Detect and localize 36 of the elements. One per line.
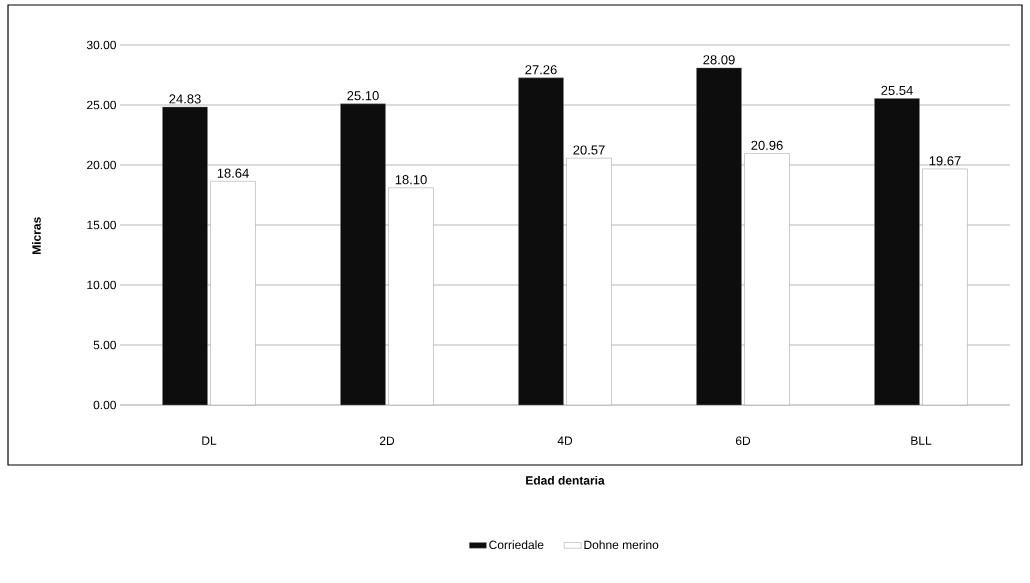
bar — [518, 77, 564, 406]
bar — [162, 106, 208, 406]
data-label: 24.83 — [169, 94, 201, 104]
data-label: 25.54 — [881, 85, 913, 95]
x-tick-label: 6D — [735, 436, 751, 446]
bar — [696, 67, 742, 406]
y-tick-label: 20.00 — [87, 160, 117, 170]
data-label: 18.64 — [217, 168, 249, 178]
data-label: 19.67 — [929, 156, 961, 166]
bar — [874, 98, 920, 406]
y-tick-label: 5.00 — [93, 340, 117, 350]
bar — [210, 181, 256, 406]
x-tick-label: BLL — [911, 436, 932, 445]
y-tick-label: 30.00 — [86, 40, 117, 50]
y-tick-label: 15.00 — [87, 220, 117, 230]
legend-label: Corriedale — [489, 540, 544, 550]
legend-label: Dohne merino — [584, 540, 659, 550]
bar — [388, 187, 434, 406]
x-tick-label: DL — [202, 436, 217, 445]
y-tick-label: 25.00 — [87, 100, 117, 110]
y-axis-title: Micras — [32, 217, 41, 254]
x-axis-title: Edad dentaria — [526, 475, 605, 485]
data-label: 27.26 — [525, 65, 557, 75]
data-label: 28.09 — [703, 55, 735, 65]
bar — [922, 168, 968, 406]
y-tick-label: 10.00 — [87, 280, 117, 290]
data-label: 20.96 — [751, 140, 783, 150]
data-label: 18.10 — [395, 175, 427, 185]
bar — [340, 103, 386, 406]
x-tick-label: 4D — [557, 436, 573, 445]
y-tick-label: 0.00 — [93, 400, 117, 410]
bar — [744, 153, 790, 406]
data-label: 25.10 — [347, 91, 379, 101]
data-label: 20.57 — [573, 145, 605, 155]
x-tick-label: 2D — [379, 436, 395, 445]
bar — [566, 157, 612, 406]
